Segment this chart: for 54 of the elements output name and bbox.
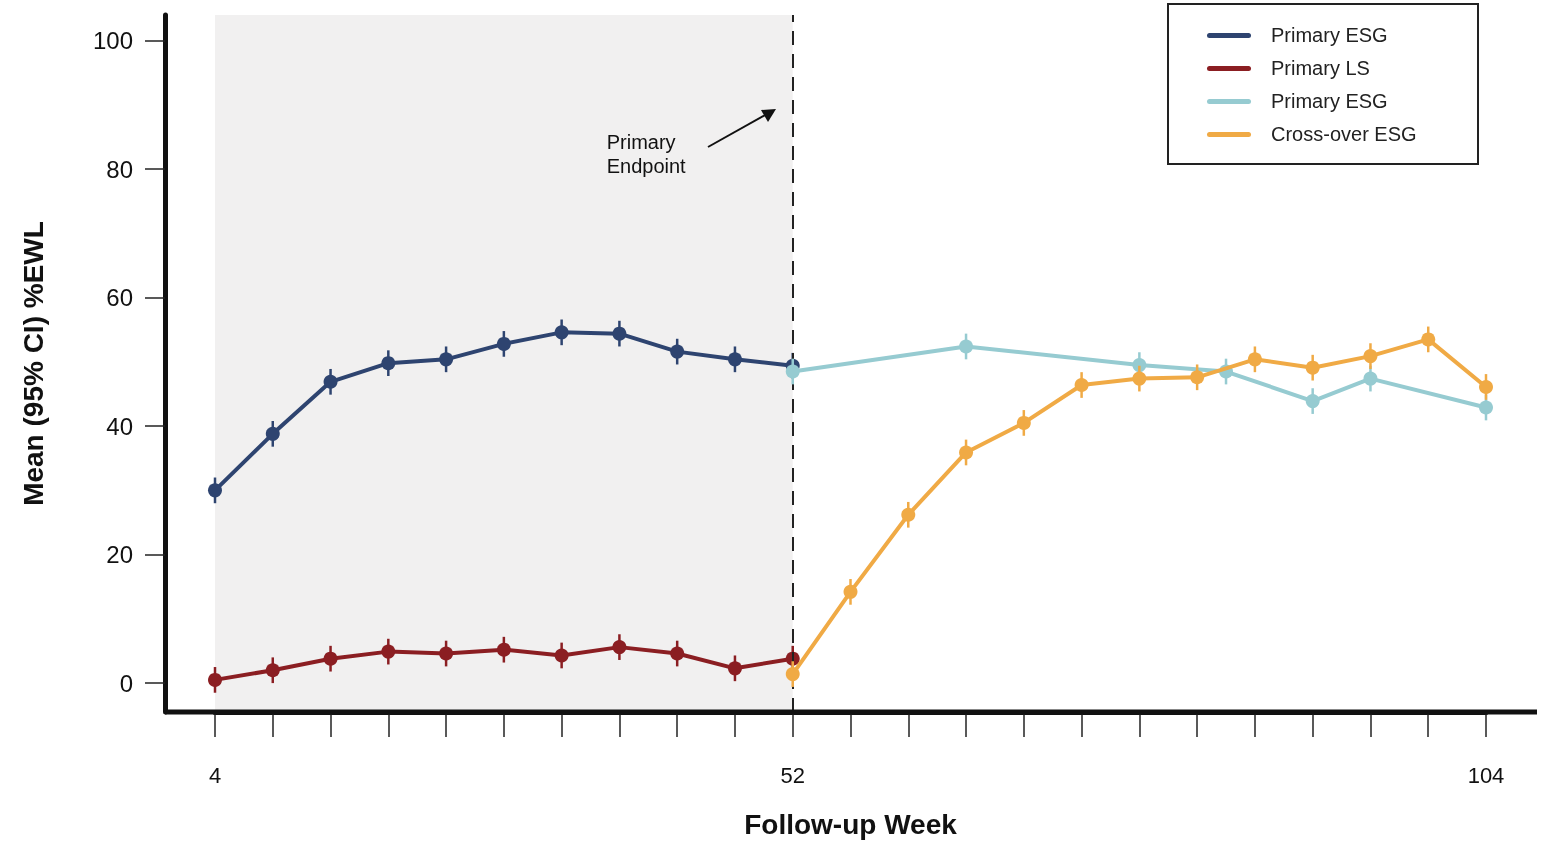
legend-label: Cross-over ESG [1271, 123, 1417, 146]
point [1247, 352, 1262, 367]
x-tick-label: 52 [780, 762, 805, 788]
point [1305, 360, 1320, 375]
point [843, 584, 858, 599]
point [381, 644, 396, 659]
x-tick-label: 104 [1467, 762, 1505, 788]
point [612, 326, 627, 341]
point [439, 352, 454, 367]
x-axis-title: Follow-up Week [744, 808, 958, 840]
point [901, 507, 916, 522]
point [612, 640, 627, 655]
point [1421, 332, 1436, 347]
point [785, 364, 800, 379]
point [439, 646, 454, 661]
point [785, 667, 800, 682]
point [1305, 394, 1320, 409]
point [670, 646, 685, 661]
legend-label: Primary ESG [1271, 90, 1388, 113]
point [1479, 400, 1493, 415]
point [727, 352, 742, 367]
point [208, 672, 222, 687]
point [323, 374, 338, 389]
point [265, 663, 280, 678]
point [1074, 378, 1089, 393]
y-tick-label: 80 [106, 155, 133, 183]
point [959, 339, 974, 354]
y-tick-label: 60 [106, 284, 133, 312]
annotation: Primary Endpoint [606, 130, 687, 178]
point [554, 648, 569, 663]
y-tick-label: 20 [106, 541, 133, 569]
point [1363, 371, 1378, 386]
point [323, 651, 338, 666]
point [554, 325, 569, 340]
point [208, 483, 222, 498]
point [1479, 379, 1493, 394]
x-tick-label: 4 [208, 762, 222, 788]
point [727, 661, 742, 676]
point [1190, 370, 1205, 385]
point [959, 445, 974, 460]
point [670, 344, 685, 359]
point [1016, 415, 1031, 430]
point [265, 426, 280, 441]
point [496, 336, 511, 351]
y-tick-label: 100 [92, 27, 133, 55]
y-axis-title: Mean (95% CI) %EWL [17, 221, 49, 506]
point [1363, 349, 1378, 364]
y-tick-label: 0 [119, 669, 133, 697]
y-tick-label: 40 [106, 412, 133, 440]
legend-label: Primary ESG [1271, 24, 1388, 47]
point [381, 356, 396, 371]
legend-label: Primary LS [1271, 57, 1370, 80]
point [496, 642, 511, 657]
point [1132, 371, 1147, 386]
